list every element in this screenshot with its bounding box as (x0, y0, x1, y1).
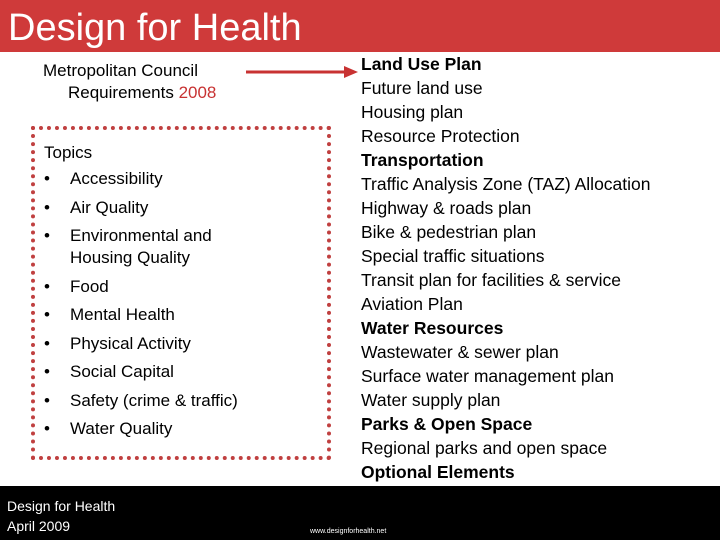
plan-item: Housing plan (361, 102, 464, 122)
plan-item: Resource Protection (361, 126, 520, 146)
bullet-icon: • (44, 362, 50, 381)
topic-item: • Air Quality (44, 197, 250, 219)
topic-label: Mental Health (70, 305, 175, 324)
plan-section-heading: Transportation (361, 150, 484, 170)
bullet-icon: • (44, 390, 50, 410)
topic-label: Safety (crime & traffic) (70, 390, 238, 410)
topics-box (31, 126, 331, 460)
topic-item: • Mental Health (44, 304, 250, 326)
plan-item: Aviation Plan (361, 294, 463, 314)
topic-label: Water Quality (70, 419, 173, 438)
plan-section-heading: Parks & Open Space (361, 414, 533, 434)
topic-item: • Safety (crime & traffic) (44, 390, 250, 412)
footer-bar (0, 486, 720, 540)
bullet-icon: • (44, 276, 50, 296)
plan-section-heading: Optional Elements (361, 462, 515, 482)
topic-label: Accessibility (70, 169, 163, 188)
topic-label: Physical Activity (70, 333, 191, 353)
topic-label: Environmental and Housing Quality (70, 226, 212, 267)
footer-date: April 2009 (7, 518, 71, 534)
plan-item: Transit plan for facilities & service (361, 270, 621, 290)
title-background (0, 0, 322, 48)
topic-label: Air Quality (70, 197, 149, 217)
met-council-year: 2008 (178, 83, 217, 102)
footer-org: Design for Health (7, 498, 116, 514)
plan-section-heading: Land Use Plan (361, 54, 482, 74)
topic-label: Food (70, 276, 109, 296)
met-council-requirements-label: Requirements (68, 83, 179, 102)
plan-item: Wastewater & sewer plan (361, 342, 559, 362)
met-council-line2: Requirements 2008 (40, 82, 250, 104)
topic-item: • Food (44, 276, 250, 298)
footer-url: www.designforhealth.net (310, 528, 387, 535)
met-council-line1: Metropolitan Council (43, 61, 198, 80)
right-arrow-icon (246, 66, 358, 78)
topics-list: • Accessibility • Air Quality • Environmental… (44, 168, 250, 447)
page-title: Design for Health (8, 7, 302, 49)
topic-label: Social Capital (70, 362, 174, 381)
plan-item: Traffic Analysis Zone (TAZ) Allocation (361, 174, 651, 194)
topic-item: • Physical Activity (44, 333, 250, 355)
plan-item: Bike & pedestrian plan (361, 222, 537, 242)
plan-item: Highway & roads plan (361, 198, 532, 218)
bullet-icon: • (44, 197, 50, 217)
topic-item: • Social Capital (44, 361, 250, 383)
topic-item: • Accessibility (44, 168, 250, 190)
footer-credit: Design for Health April 2009 (7, 496, 115, 536)
bullet-icon: • (44, 333, 50, 353)
bullet-icon: • (44, 305, 50, 324)
topic-item: • Water Quality (44, 418, 250, 440)
topics-heading: Topics (44, 143, 93, 162)
plan-item: Future land use (361, 78, 483, 98)
plan-item: Special traffic situations (361, 246, 545, 266)
plan-item: Water supply plan (361, 390, 501, 410)
plan-item: Surface water management plan (361, 366, 614, 386)
topic-item: • Environmental and Housing Quality (44, 225, 250, 269)
met-council-requirements: Metropolitan Council Requirements 2008 (40, 60, 250, 104)
plan-item: Regional parks and open space (361, 438, 608, 458)
bullet-icon: • (44, 419, 50, 438)
plan-elements-list: Land Use Plan Future land use Housing plan… (361, 52, 651, 484)
plan-section-heading: Water Resources (361, 318, 504, 338)
bullet-icon: • (44, 169, 50, 188)
bullet-icon: • (44, 226, 50, 245)
